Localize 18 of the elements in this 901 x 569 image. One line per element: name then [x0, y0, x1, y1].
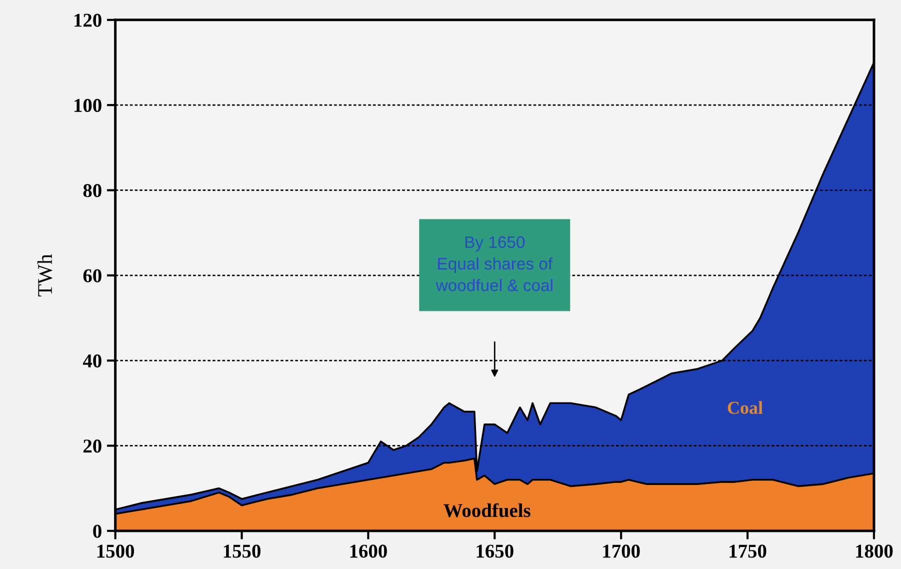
y-axis-title: TWh: [37, 254, 52, 296]
y-tick-label: 120: [74, 14, 102, 27]
y-tick-label: 0: [93, 524, 102, 538]
x-tick-label: 1550: [224, 544, 260, 558]
x-tick-label: 1600: [350, 544, 387, 558]
series-label: Coal: [728, 401, 763, 414]
x-tick-label: 1750: [730, 544, 766, 558]
x-tick-label: 1800: [856, 544, 893, 558]
y-tick-label: 20: [84, 440, 102, 453]
y-tick-label: 40: [82, 354, 102, 368]
x-tick-label: 1700: [603, 544, 640, 558]
x-tick-label: 1500: [97, 544, 134, 558]
y-tick-label: 60: [83, 269, 102, 282]
x-tick-label: 1650: [476, 544, 514, 558]
y-tick-label: 80: [83, 184, 102, 198]
series-label: Woodfuels: [444, 503, 530, 518]
annotation: By 1650 Equal shares of woodfuel & coal: [436, 236, 553, 292]
y-tick-label: 100: [74, 98, 102, 112]
